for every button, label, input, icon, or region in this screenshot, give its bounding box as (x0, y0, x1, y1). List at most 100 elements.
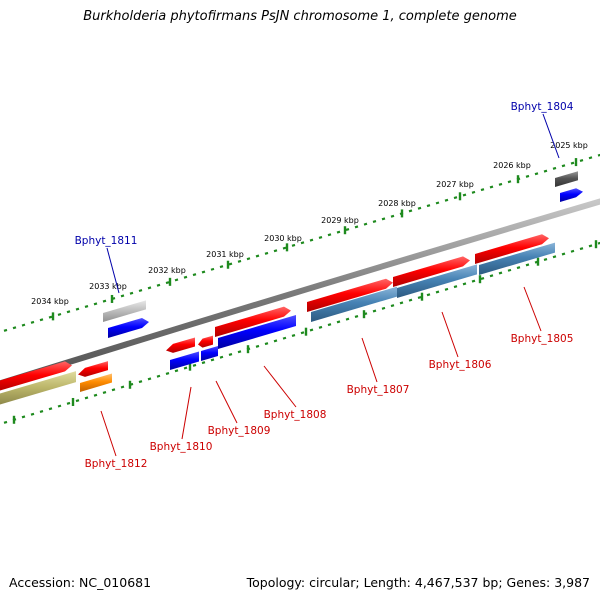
topology-summary: Topology: circular; Length: 4,467,537 bp… (246, 575, 590, 590)
gene-red-arrow[interactable] (475, 234, 549, 264)
gene-leader-line (100, 410, 117, 457)
gene-olive-box[interactable] (0, 371, 76, 406)
upper-scale-dot (210, 267, 215, 271)
lower-scale-dot (543, 257, 548, 261)
gene-label[interactable]: Bphyt_1812 (85, 458, 148, 470)
lower-scale-dot (21, 415, 26, 419)
upper-scale-dot (471, 190, 476, 194)
upper-scale-dot (138, 289, 143, 293)
gene-leader-line (106, 247, 120, 294)
upper-scale-dot (336, 230, 341, 234)
gene-blue-box[interactable] (201, 345, 218, 361)
upper-scale-dot (318, 235, 323, 239)
lower-scale-dot (336, 320, 341, 324)
lower-scale-dot (309, 328, 314, 332)
lower-scale-dot (525, 263, 530, 267)
gene-gray-box[interactable] (555, 171, 578, 187)
lower-scale-dot (426, 293, 431, 297)
upper-scale-dot (120, 294, 125, 298)
upper-scale-ruler: 2034 kbp 2033 kbp 2032 kbp 2031 kbp 2030 kbp… (3, 141, 600, 332)
lower-scale-dot (282, 336, 287, 340)
gene-label[interactable]: Bphyt_1806 (429, 359, 492, 371)
upper-scale-dot (408, 209, 413, 213)
scale-label: 2033 kbp (89, 282, 127, 291)
lower-scale-dot (489, 274, 494, 278)
gene-blue-arrow[interactable] (108, 317, 149, 338)
upper-scale-dot (417, 206, 422, 210)
upper-scale-dot (363, 222, 368, 226)
upper-scale-dot (273, 249, 278, 253)
upper-scale-dot (552, 166, 557, 170)
gene-orange-box[interactable] (80, 373, 112, 392)
gene-label[interactable]: Bphyt_1809 (208, 425, 271, 437)
upper-scale-dot (219, 265, 224, 269)
lower-scale-dot (30, 412, 35, 416)
gene-red-arrow[interactable] (215, 306, 291, 337)
upper-scale-dot (39, 318, 44, 322)
scale-label: 2030 kbp (264, 234, 302, 243)
lower-scale-dot (417, 295, 422, 299)
lower-scale-dot (588, 244, 593, 248)
gene-label[interactable]: Bphyt_1808 (264, 409, 327, 421)
upper-scale-dot (327, 233, 332, 237)
upper-scale-dot (174, 278, 179, 282)
upper-scale-dot (462, 193, 467, 197)
gene-label[interactable]: Bphyt_1805 (511, 333, 574, 345)
gene-steelblue-box[interactable] (397, 264, 477, 298)
scale-label: 2025 kbp (550, 141, 588, 150)
gene-blue-arrow[interactable] (560, 188, 583, 202)
upper-scale-dot (543, 169, 548, 173)
gene-gray-box[interactable] (103, 300, 146, 322)
lower-scale-dot (390, 304, 395, 308)
upper-scale-dot (291, 243, 296, 247)
lower-scale-dot (102, 390, 107, 394)
scale-label: 2032 kbp (148, 266, 186, 275)
upper-scale-dot (507, 180, 512, 184)
lower-scale-dot (579, 247, 584, 251)
upper-scale-dot (453, 196, 458, 200)
lower-scale-dot (75, 399, 80, 403)
gene-label[interactable]: Bphyt_1804 (511, 101, 574, 113)
gene-features (0, 171, 583, 406)
gene-steelblue-box[interactable] (479, 242, 555, 275)
scale-label: 2026 kbp (493, 161, 531, 170)
upper-scale-dot (381, 217, 386, 221)
lower-scale-dot (399, 301, 404, 305)
accession-label: Accession: NC_010681 (9, 575, 152, 590)
gene-red-arrow[interactable] (393, 256, 470, 287)
upper-scale-dot (489, 185, 494, 189)
gene-red-arrow[interactable] (166, 337, 195, 353)
gene-red-arrow[interactable] (307, 278, 393, 312)
upper-scale-dot (165, 281, 170, 285)
gene-steelblue-box[interactable] (311, 286, 397, 322)
gene-red-arrow[interactable] (0, 361, 72, 392)
gene-blue-box[interactable] (170, 351, 199, 370)
lower-scale-dot (453, 285, 458, 289)
gene-label[interactable]: Bphyt_1811 (75, 235, 138, 247)
map-title: Burkholderia phytofirmans PsJN chromosom… (83, 9, 517, 24)
upper-scale-dot (390, 214, 395, 218)
backbone-line (0, 198, 600, 387)
upper-scale-dot (228, 262, 233, 266)
lower-scale-dot (201, 361, 206, 365)
gene-label[interactable]: Bphyt_1807 (347, 384, 410, 396)
upper-scale-dot (435, 201, 440, 205)
lower-scale-dot (471, 279, 476, 283)
lower-scale-dot (210, 358, 215, 362)
gene-leader-line (215, 380, 238, 424)
upper-scale-dot (57, 312, 62, 316)
gene-label[interactable]: Bphyt_1810 (150, 441, 213, 453)
upper-scale-dot (579, 158, 584, 162)
upper-scale-dot (588, 156, 593, 160)
upper-scale-dot (570, 161, 575, 165)
lower-scale-dot (516, 266, 521, 270)
gene-blue-box[interactable] (218, 314, 296, 349)
lower-scale-dot (570, 249, 575, 253)
lower-scale-dot (57, 404, 62, 408)
scale-label: 2029 kbp (321, 216, 359, 225)
gene-red-arrow[interactable] (198, 335, 213, 348)
upper-scale-dot (300, 241, 305, 245)
gene-red-arrow[interactable] (78, 361, 108, 377)
lower-scale-dot (93, 393, 98, 397)
